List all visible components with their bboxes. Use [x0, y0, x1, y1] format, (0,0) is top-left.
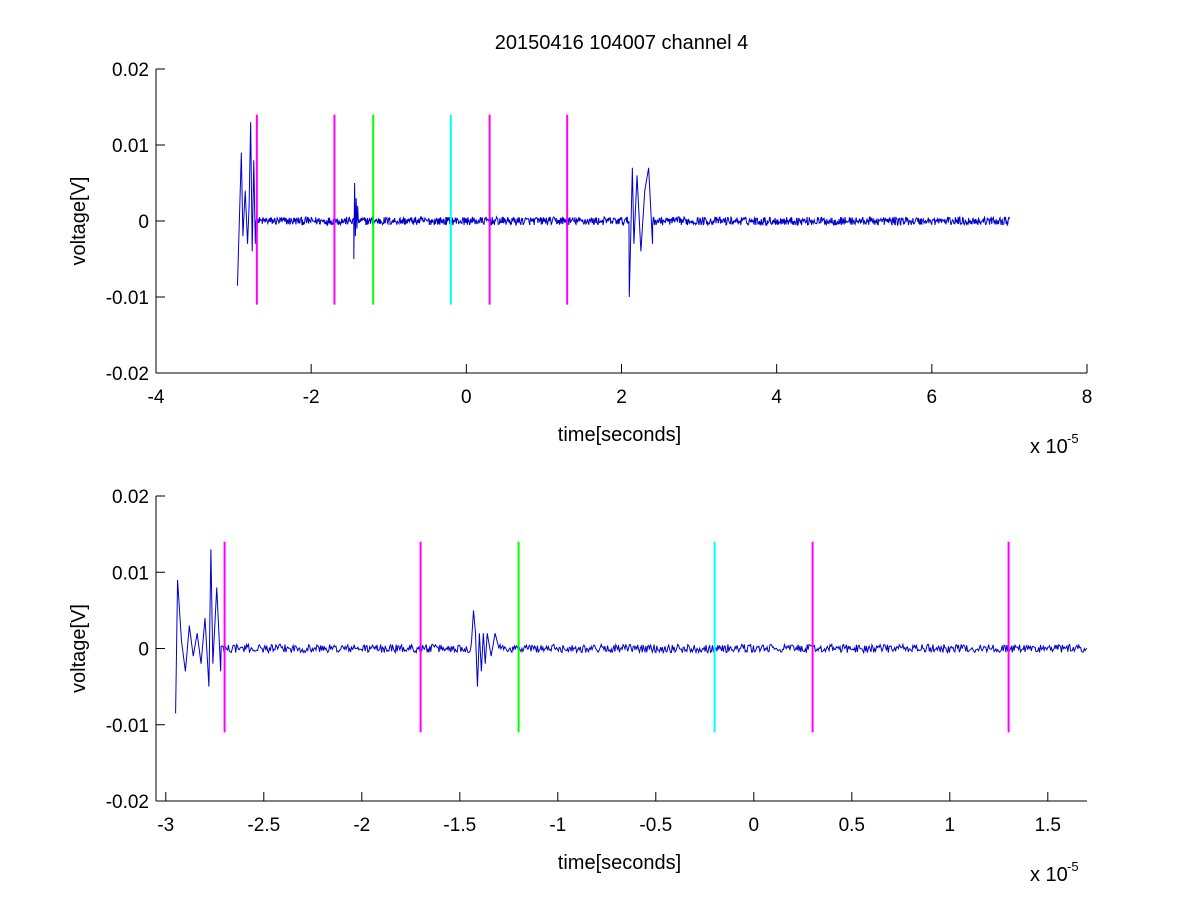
x-tick-label: 1.5	[1035, 815, 1061, 836]
x-tick-label: -2.5	[247, 815, 280, 836]
y-tick-label: 0.02	[112, 60, 149, 81]
y-tick-label: -0.02	[106, 364, 149, 385]
y-axis-label: voltage[V]	[68, 604, 90, 693]
y-tick-label: 0	[138, 640, 149, 661]
y-tick-label: -0.01	[106, 288, 149, 309]
x-exponent-power: -5	[1067, 431, 1079, 446]
x-exponent-power: -5	[1067, 859, 1079, 874]
x-tick-label: 1	[945, 815, 956, 836]
x-tick-label: -2	[353, 815, 370, 836]
x-axis-label: time[seconds]	[558, 424, 681, 446]
x-tick-label: -0.5	[639, 815, 672, 836]
y-tick-label: -0.02	[106, 792, 149, 813]
x-tick-label: 8	[1082, 387, 1093, 408]
x-exponent-label: x 10	[1030, 864, 1068, 886]
x-tick-label: 2	[616, 387, 627, 408]
x-tick-label: 0.5	[839, 815, 865, 836]
y-axis-label: voltage[V]	[68, 177, 90, 266]
x-tick-label: 0	[461, 387, 472, 408]
chart-title: 20150416 104007 channel 4	[495, 32, 749, 54]
signal-trace	[175, 549, 1088, 714]
x-exponent-label: x 10	[1030, 436, 1068, 458]
x-tick-label: -2	[303, 387, 320, 408]
y-tick-label: -0.01	[106, 716, 149, 737]
x-tick-label: 6	[927, 387, 938, 408]
top-subplot: 20150416 104007 channel 4 -4 -2 0 2 4 6 8 -0.02 -…	[68, 32, 1092, 458]
x-tick-label: 4	[771, 387, 782, 408]
y-tick-label: 0.01	[112, 563, 149, 584]
x-tick-label: -4	[148, 387, 165, 408]
x-tick-label: 0	[749, 815, 760, 836]
bottom-subplot: -3 -2.5 -2 -1.5 -1 -0.5 0 0.5 1 1.5 -0.02 -0.01 0 0.0…	[68, 487, 1088, 886]
x-tick-label: -1.5	[443, 815, 476, 836]
x-tick-label: -1	[549, 815, 566, 836]
x-tick-label: -3	[157, 815, 174, 836]
y-tick-label: 0.01	[112, 136, 149, 157]
y-tick-label: 0	[138, 212, 149, 233]
x-axis-label: time[seconds]	[558, 852, 681, 874]
y-tick-label: 0.02	[112, 487, 149, 508]
